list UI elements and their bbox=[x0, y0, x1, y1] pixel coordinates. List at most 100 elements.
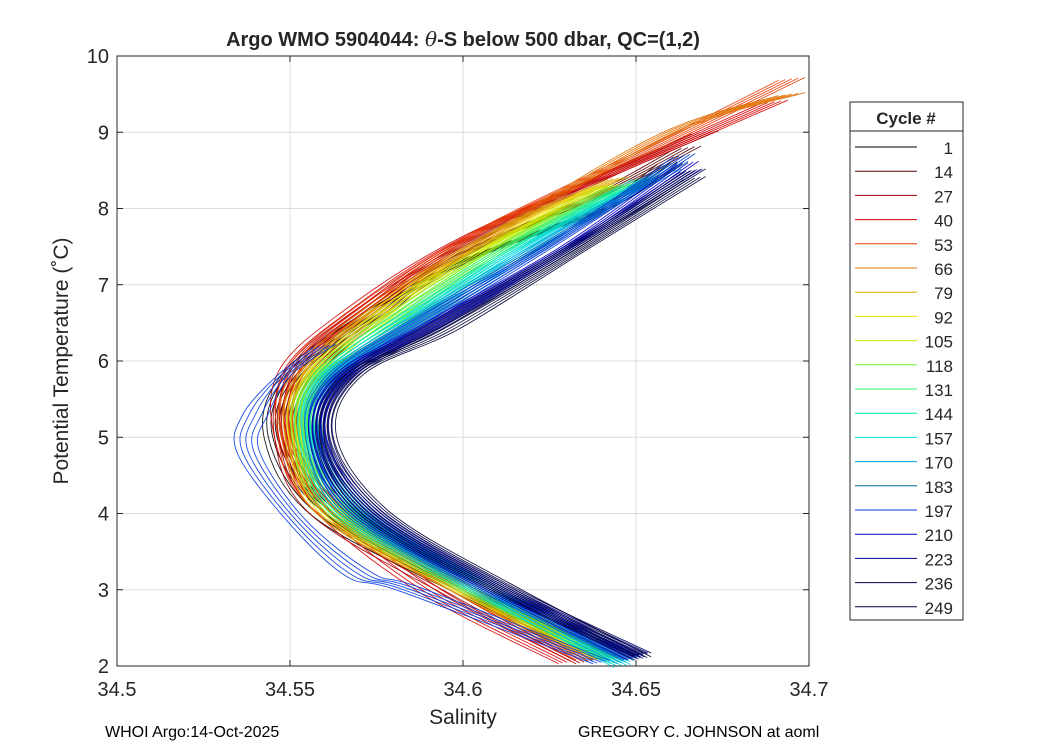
y-tick-label: 2 bbox=[98, 656, 109, 678]
legend-label: 118 bbox=[926, 357, 953, 376]
legend-label: 144 bbox=[925, 405, 953, 424]
series-line-outlier-fresh bbox=[251, 344, 606, 662]
series-line-131 bbox=[293, 186, 619, 661]
series-line-249 bbox=[335, 176, 706, 658]
legend-entry: 14 bbox=[855, 163, 953, 182]
legend-label: 183 bbox=[925, 478, 953, 497]
legend-entry: 92 bbox=[855, 308, 953, 327]
legend-entry: 197 bbox=[855, 502, 953, 521]
legend-label: 157 bbox=[925, 429, 953, 448]
legend-label: 105 bbox=[925, 333, 953, 352]
legend-entry: 27 bbox=[855, 187, 953, 206]
series-line-118 bbox=[290, 186, 609, 661]
x-tick-label: 34.6 bbox=[444, 679, 483, 701]
legend-label: 249 bbox=[925, 599, 953, 618]
title-prefix: Argo WMO 5904044: bbox=[226, 29, 425, 51]
footer-right: GREGORY C. JOHNSON at aoml bbox=[578, 724, 820, 741]
legend-box bbox=[849, 101, 964, 621]
legend-label: 27 bbox=[934, 187, 953, 206]
legend-entry: 66 bbox=[855, 260, 953, 279]
legend-entry: 170 bbox=[855, 454, 953, 473]
series-line-236 bbox=[319, 170, 690, 656]
legend-label: 53 bbox=[934, 236, 953, 255]
legend-label: 197 bbox=[925, 502, 953, 521]
series-249 bbox=[318, 176, 706, 661]
legend-entry: 53 bbox=[855, 236, 953, 255]
series-line-79 bbox=[282, 179, 609, 661]
series-line-210 bbox=[308, 163, 678, 661]
legend-label: 92 bbox=[934, 308, 953, 327]
series-line-outlier-fresh bbox=[256, 343, 610, 662]
legend-entry: 118 bbox=[855, 357, 953, 376]
x-tick-label: 34.7 bbox=[790, 679, 829, 701]
series-line-249 bbox=[322, 178, 690, 660]
series-line-236 bbox=[314, 171, 685, 657]
legend-title: Cycle # bbox=[876, 109, 936, 128]
series-line-92 bbox=[286, 186, 597, 661]
legend-entry: 236 bbox=[855, 575, 953, 594]
series-line-144 bbox=[297, 179, 633, 665]
series-line-outlier-fresh bbox=[233, 346, 594, 665]
legend-entry: 40 bbox=[855, 212, 953, 231]
chart-title: Argo WMO 5904044: θ-S below 500 dbar, QC… bbox=[226, 27, 700, 51]
series-line-249 bbox=[318, 179, 685, 661]
series-layer bbox=[233, 76, 806, 668]
legend-entries: 1 14 27 40 53 66 79 92 105 118 131 144 157 170 183 197 2… bbox=[855, 139, 953, 618]
y-tick-label: 4 bbox=[98, 504, 109, 526]
x-axis-label: Salinity bbox=[429, 706, 497, 729]
footer-left: WHOI Argo:14-Oct-2025 bbox=[105, 724, 280, 741]
y-axis-ticks: 2 3 4 5 6 7 8 9 10 bbox=[87, 46, 809, 678]
y-tick-label: 7 bbox=[98, 275, 109, 297]
legend-entry: 79 bbox=[855, 284, 953, 303]
legend-entry: 131 bbox=[855, 381, 953, 400]
series-line-40 bbox=[274, 102, 768, 664]
legend-entry: 1 bbox=[855, 139, 953, 158]
legend-label: 66 bbox=[934, 260, 953, 279]
series-line-236 bbox=[323, 170, 696, 656]
legend-entry: 223 bbox=[855, 550, 953, 569]
legend-entry: 144 bbox=[855, 405, 953, 424]
legend-entry: 210 bbox=[855, 526, 953, 545]
series-line-170 bbox=[303, 171, 661, 665]
legend-label: 170 bbox=[925, 454, 953, 473]
series-line-40 bbox=[278, 101, 775, 663]
legend-entry: 183 bbox=[855, 478, 953, 497]
x-tick-label: 34.65 bbox=[611, 679, 661, 701]
x-tick-label: 34.5 bbox=[98, 679, 137, 701]
legend-entry: 157 bbox=[855, 429, 953, 448]
series-line-105 bbox=[289, 186, 601, 661]
legend-label: 79 bbox=[934, 284, 953, 303]
y-tick-label: 8 bbox=[98, 199, 109, 221]
series-line-outlier-fresh bbox=[245, 345, 602, 663]
y-tick-label: 5 bbox=[98, 427, 109, 449]
x-axis-ticks: 34.5 34.55 34.6 34.65 34.7 bbox=[98, 56, 829, 701]
series-line-223 bbox=[311, 171, 681, 657]
y-tick-label: 3 bbox=[98, 580, 109, 602]
legend-entry: 249 bbox=[855, 599, 953, 618]
series-outlier-fresh bbox=[233, 343, 610, 665]
legend-label: 14 bbox=[934, 163, 953, 182]
legend-label: 210 bbox=[925, 526, 953, 545]
legend-label: 223 bbox=[925, 550, 953, 569]
y-axis-label: Potential Temperature (˚C) bbox=[50, 237, 73, 484]
legend-label: 236 bbox=[925, 575, 953, 594]
series-line-outlier-fresh bbox=[239, 346, 598, 664]
legend-label: 1 bbox=[944, 139, 953, 158]
legend-label: 131 bbox=[925, 381, 953, 400]
series-line-249 bbox=[330, 176, 701, 659]
y-tick-label: 6 bbox=[98, 351, 109, 373]
legend-label: 40 bbox=[934, 212, 953, 231]
y-tick-label: 9 bbox=[98, 122, 109, 144]
legend-entry: 105 bbox=[855, 333, 953, 352]
legend: Cycle # 1 14 27 40 53 66 79 92 105 118 131 144 157 17… bbox=[849, 101, 964, 621]
series-line-249 bbox=[326, 177, 696, 659]
series-line-157 bbox=[300, 179, 643, 668]
series-line-236 bbox=[327, 169, 701, 655]
title-theta-symbol: θ bbox=[425, 27, 437, 51]
y-tick-label: 10 bbox=[87, 46, 109, 68]
x-tick-label: 34.55 bbox=[265, 679, 315, 701]
series-line-197 bbox=[307, 156, 674, 661]
title-suffix: -S below 500 dbar, QC=(1,2) bbox=[437, 29, 700, 51]
series-line-183 bbox=[304, 163, 667, 661]
